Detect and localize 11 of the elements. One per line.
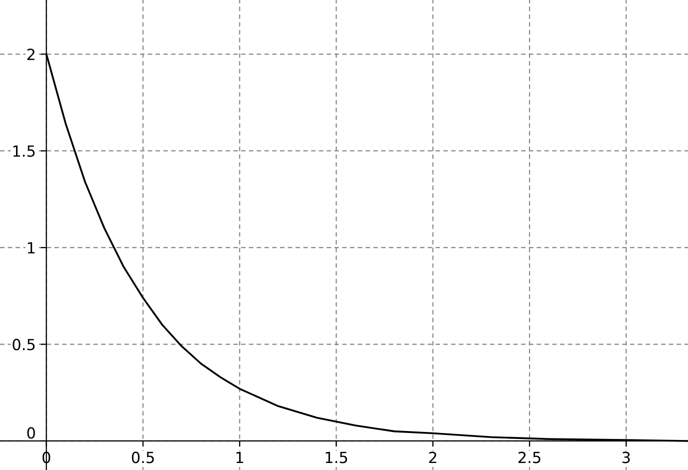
x-tick-label: 0.5 — [132, 452, 154, 464]
y-tick-label: 1.5 — [13, 146, 35, 157]
x-tick-label: 2 — [429, 452, 436, 464]
y-tick-label: 0.5 — [12, 338, 35, 350]
x-tick-label: 1 — [236, 452, 244, 464]
x-tick-label: 1.5 — [326, 452, 348, 464]
x-tick-label: 3 — [622, 452, 630, 464]
x-tick-label: 2.5 — [518, 452, 540, 464]
y-tick-label: 1 — [28, 242, 35, 254]
y-tick-label: 0 — [27, 427, 35, 439]
y-tick-label: 2 — [27, 48, 34, 60]
